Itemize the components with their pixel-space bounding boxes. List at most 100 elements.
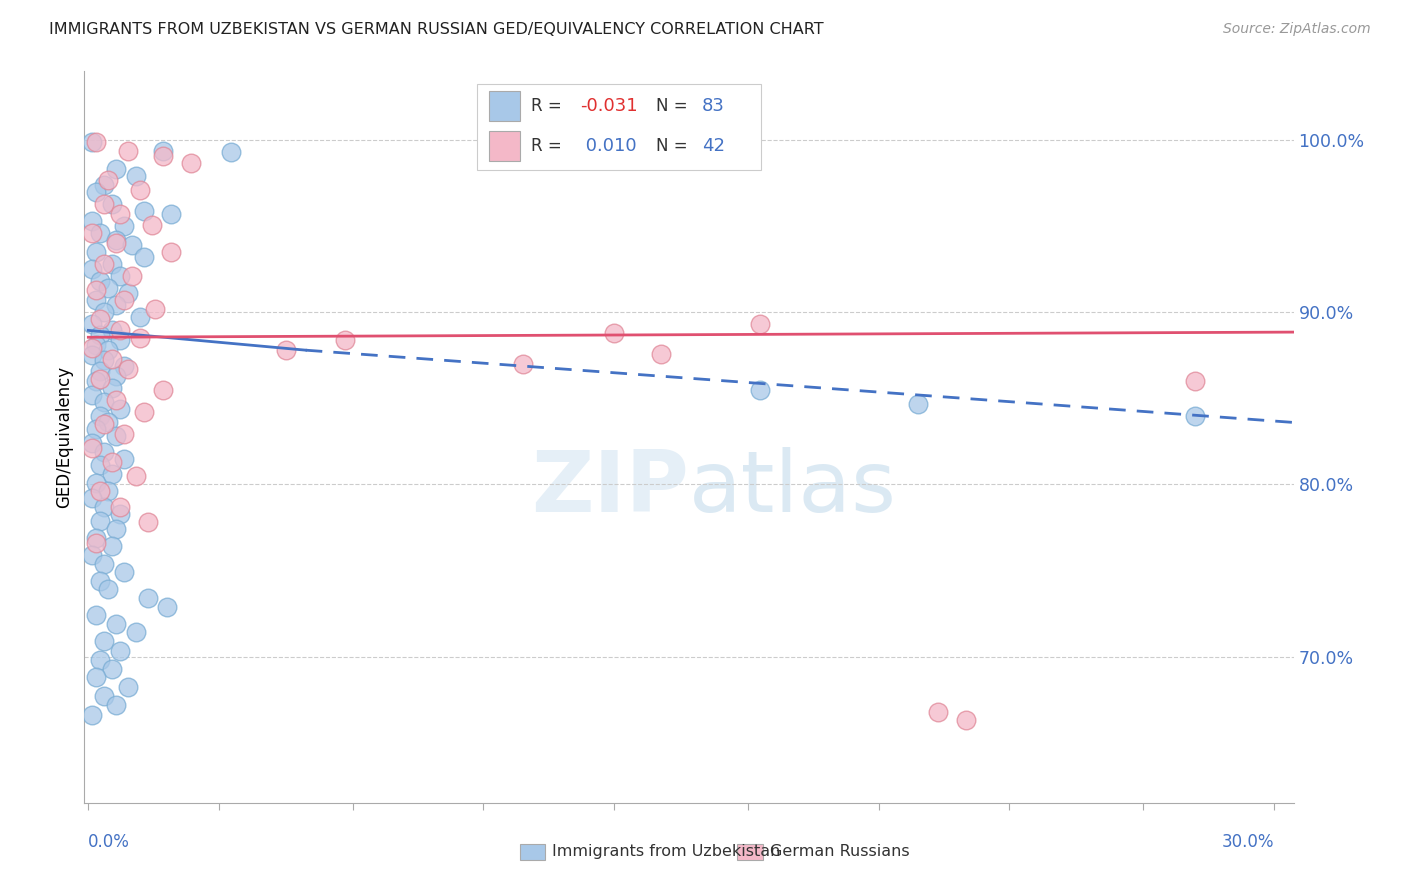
Point — [132, 250, 155, 264]
Point — [93, 394, 115, 409]
Point — [97, 281, 120, 295]
Point — [89, 372, 111, 386]
Text: ZIP: ZIP — [531, 447, 689, 530]
Point — [101, 467, 124, 481]
Point — [180, 155, 202, 169]
Point — [125, 169, 148, 184]
Point — [89, 364, 111, 378]
Point — [104, 616, 127, 631]
Point — [160, 207, 183, 221]
Point — [136, 591, 159, 605]
Point — [84, 670, 107, 684]
Text: 0.0%: 0.0% — [89, 833, 131, 851]
Point — [108, 207, 131, 221]
Point — [89, 409, 111, 423]
Point — [112, 359, 135, 373]
Point — [117, 144, 139, 158]
Point — [108, 507, 131, 521]
Point — [108, 322, 131, 336]
Point — [112, 219, 135, 234]
Text: German Russians: German Russians — [769, 845, 910, 859]
Point — [89, 458, 111, 473]
Point — [101, 351, 124, 366]
Point — [93, 353, 115, 368]
Point — [219, 145, 242, 160]
Point — [907, 396, 929, 410]
Point — [82, 214, 104, 228]
Point — [104, 393, 127, 408]
Point — [101, 197, 124, 211]
Point — [101, 257, 124, 271]
Point — [101, 381, 124, 395]
Point — [104, 698, 127, 712]
Point — [101, 455, 124, 469]
Point — [117, 286, 139, 301]
Point — [108, 333, 131, 347]
Point — [128, 331, 150, 345]
Point — [101, 322, 124, 336]
Point — [128, 310, 150, 325]
Point — [93, 444, 115, 458]
Point — [152, 144, 174, 158]
Point — [93, 557, 115, 571]
Point — [89, 274, 111, 288]
Point — [927, 705, 949, 719]
Point — [84, 338, 107, 352]
Point — [89, 312, 111, 326]
Point — [84, 422, 107, 436]
Point — [112, 427, 135, 442]
Point — [112, 451, 135, 466]
Point — [104, 162, 127, 177]
Point — [89, 484, 111, 499]
Y-axis label: GED/Equivalency: GED/Equivalency — [55, 366, 73, 508]
Point — [82, 226, 104, 240]
Point — [108, 500, 131, 514]
Point — [1184, 374, 1206, 388]
Point — [104, 369, 127, 384]
Point — [93, 634, 115, 648]
Point — [108, 269, 131, 284]
Point — [125, 625, 148, 640]
Point — [121, 269, 143, 284]
Point — [104, 298, 127, 312]
Point — [82, 491, 104, 505]
Point — [89, 327, 111, 342]
Point — [132, 203, 155, 218]
Point — [84, 135, 107, 149]
Point — [97, 173, 120, 187]
Point — [104, 429, 127, 443]
Point — [132, 405, 155, 419]
Text: Immigrants from Uzbekistan: Immigrants from Uzbekistan — [553, 845, 780, 859]
Point — [82, 262, 104, 277]
Point — [82, 342, 104, 356]
Point — [128, 183, 150, 197]
Point — [82, 708, 104, 723]
Point — [93, 197, 115, 211]
Point — [104, 236, 127, 251]
Point — [101, 540, 124, 554]
Point — [333, 333, 356, 347]
Point — [82, 436, 104, 450]
Point — [1184, 409, 1206, 423]
Point — [152, 383, 174, 397]
Point — [82, 135, 104, 149]
Text: 30.0%: 30.0% — [1222, 833, 1274, 851]
Point — [112, 565, 135, 579]
Point — [93, 500, 115, 514]
Point — [749, 318, 772, 332]
Point — [152, 149, 174, 163]
Point — [84, 531, 107, 545]
Point — [112, 293, 135, 308]
Point — [97, 582, 120, 597]
Text: Source: ZipAtlas.com: Source: ZipAtlas.com — [1223, 22, 1371, 37]
Point — [136, 516, 159, 530]
Point — [108, 401, 131, 416]
Point — [93, 257, 115, 271]
Point — [121, 238, 143, 252]
Point — [84, 608, 107, 623]
Point — [84, 536, 107, 550]
Point — [104, 233, 127, 247]
Text: IMMIGRANTS FROM UZBEKISTAN VS GERMAN RUSSIAN GED/EQUIVALENCY CORRELATION CHART: IMMIGRANTS FROM UZBEKISTAN VS GERMAN RUS… — [49, 22, 824, 37]
Point — [82, 388, 104, 402]
Point — [97, 416, 120, 430]
